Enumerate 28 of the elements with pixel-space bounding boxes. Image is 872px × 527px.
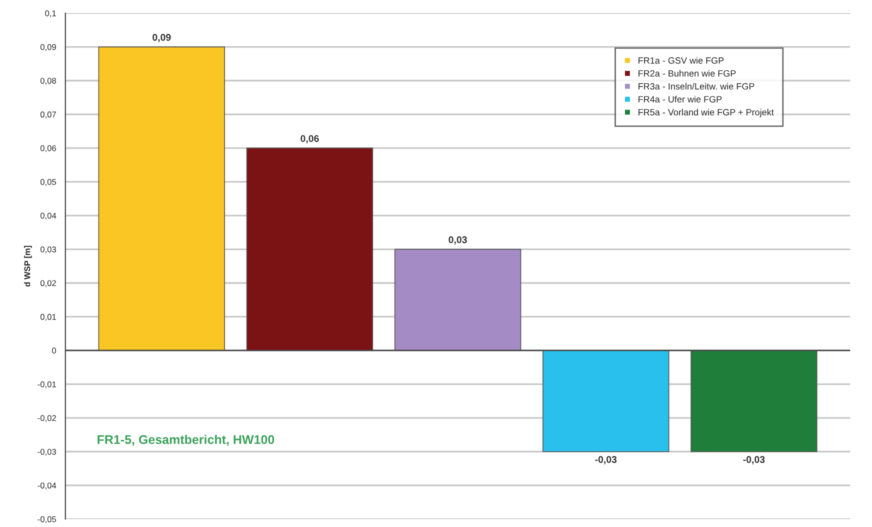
y-tick-label: 0,03: [40, 246, 56, 254]
data-label: 0,09: [152, 34, 171, 42]
legend-label: FR1a - GSV wie FGP: [638, 57, 724, 64]
data-label: 0,03: [448, 236, 467, 245]
legend-label: FR3a - Inseln/Leitw. wie FGP: [638, 82, 754, 90]
y-tick-label: 0,08: [40, 78, 56, 85]
annotation: FR1-5, Gesamtbericht, HW100: [98, 434, 274, 446]
y-tick-label: -0,02: [38, 415, 56, 422]
y-tick-label: 0,04: [40, 212, 56, 220]
y-tick-label: -0,01: [38, 381, 56, 388]
y-tick-label: 0,02: [40, 280, 56, 288]
y-tick-label: -0,05: [38, 516, 56, 524]
y-tick-label: 0,01: [40, 314, 56, 321]
y-tick-label: 0: [52, 348, 56, 354]
y-tick-label: 0,07: [40, 112, 56, 118]
data-label: 0,06: [300, 135, 319, 144]
y-tick-label: 0,09: [40, 44, 56, 51]
data-label: -0,03: [743, 456, 765, 464]
data-label: -0,03: [595, 456, 617, 464]
legend-label: FR2a - Buhnen wie FGP: [638, 70, 736, 77]
legend-label: FR5a - Vorland wie FGP + Projekt: [638, 108, 774, 118]
y-tick-label: 0,05: [40, 179, 56, 186]
legend-label: FR4a - Ufer wie FGP: [638, 96, 722, 102]
y-axis-title: d WSP [m]: [24, 246, 32, 287]
y-tick-label: -0,04: [38, 482, 56, 490]
y-tick-label: 0,06: [40, 145, 56, 152]
y-tick-label: -0,03: [38, 448, 56, 456]
y-tick-label: 0,1: [45, 10, 56, 18]
